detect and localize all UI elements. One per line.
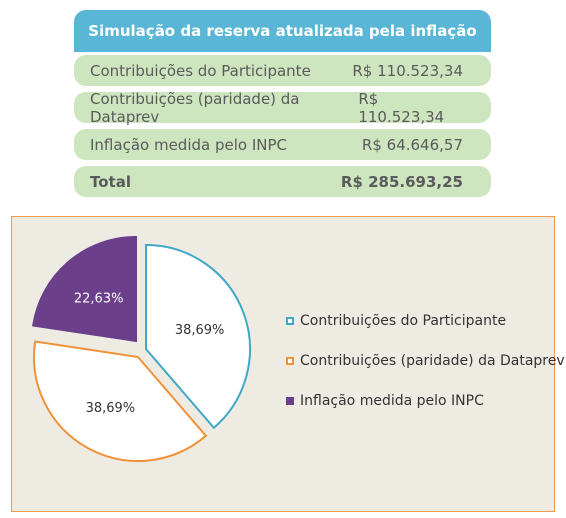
row-label: Contribuições do Participante (90, 61, 311, 80)
table-row: Contribuições do Participante R$ 110.523… (74, 55, 491, 86)
slice-label: 22,63% (74, 292, 124, 307)
legend-item: Contribuições do Participante (286, 311, 565, 331)
legend-swatch-dataprev (286, 357, 294, 365)
row-value: R$ 110.523,34 (358, 89, 445, 126)
table-row: Inflação medida pelo INPC R$ 64.646,57 (74, 129, 491, 160)
legend-label: Inflação medida pelo INPC (300, 393, 484, 409)
legend-swatch-participante (286, 317, 294, 325)
chart-panel: 38,69% 38,69% 22,63% Contribuições do Part… (11, 216, 565, 512)
row-value: R$ 64.646,57 (361, 135, 463, 154)
pie-slice (32, 235, 137, 343)
legend-item: Inflação medida pelo INPC (286, 391, 565, 411)
total-label: Total (90, 172, 131, 191)
row-label: Contribuições (paridade) da Dataprev (90, 89, 300, 126)
table-row: Contribuições (paridade) da Dataprev R$ … (74, 89, 491, 126)
table-total-row: Total R$ 285.693,25 (74, 166, 491, 197)
slice-label: 38,69% (86, 401, 136, 416)
pie-slice (145, 243, 251, 430)
table-title: Simulação da reserva atualizada pela inf… (74, 10, 491, 52)
pie-chart: 38,69% 38,69% 22,63% (32, 235, 251, 462)
total-value: R$ 285.693,25 (340, 172, 463, 191)
legend-item: Contribuições (paridade) da Dataprev (286, 351, 565, 371)
legend-swatch-inpc (286, 397, 294, 405)
legend-label: Contribuições do Participante (300, 313, 507, 329)
row-label: Inflação medida pelo INPC (90, 135, 287, 154)
row-value: R$ 110.523,34 (352, 61, 463, 80)
slice-label: 38,69% (175, 323, 225, 338)
pie-slice (33, 340, 208, 462)
legend-label: Contribuições (paridade) da Dataprev (300, 353, 565, 369)
simulation-table: Simulação da reserva atualizada pela inf… (74, 10, 491, 197)
chart-legend: Contribuições do Participante Contribuiç… (286, 311, 565, 431)
